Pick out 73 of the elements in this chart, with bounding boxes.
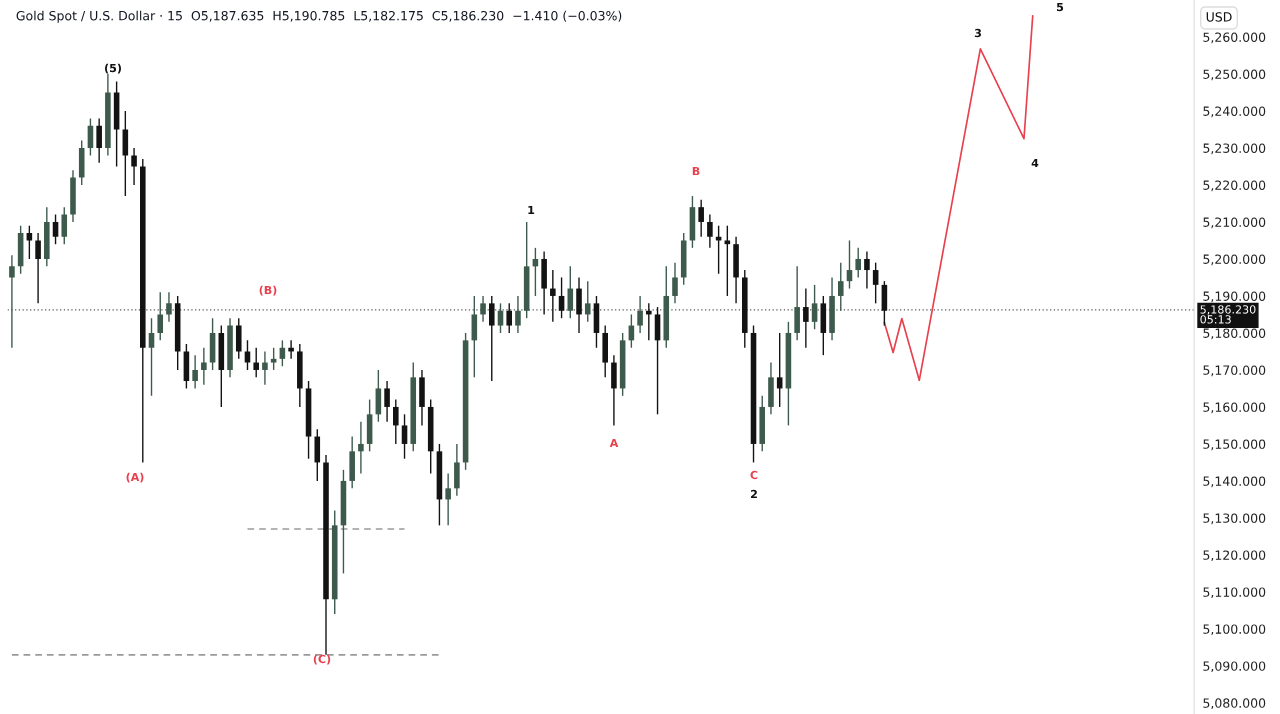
y-tick-label: 5,220.000	[1203, 180, 1266, 192]
y-tick-label: 5,190.000	[1203, 291, 1266, 303]
y-tick-label: 5,260.000	[1203, 32, 1266, 44]
y-tick-label: 5,130.000	[1203, 513, 1266, 525]
candlestick	[253, 347, 259, 379]
annotation: (A)	[126, 472, 144, 483]
candlestick	[393, 398, 399, 445]
annotation: (B)	[259, 285, 277, 296]
candlestick	[244, 339, 251, 371]
candlestick	[698, 199, 704, 238]
candlestick	[550, 269, 556, 323]
y-tick-label: 5,180.000	[1203, 328, 1266, 340]
candlestick	[131, 147, 137, 186]
annotation: 2	[751, 489, 757, 499]
candlestick	[157, 291, 164, 342]
annotation: 5	[1056, 2, 1064, 12]
annotation: 3	[974, 28, 981, 38]
candlestick	[488, 295, 495, 382]
y-tick-label: 5,240.000	[1203, 106, 1266, 118]
y-tick-label: 5,140.000	[1203, 476, 1266, 488]
text: USD	[1206, 12, 1232, 22]
candlestick	[61, 206, 68, 245]
candlestick	[811, 284, 818, 330]
candlestick	[558, 276, 565, 319]
candlestick	[148, 317, 155, 397]
candlestick	[35, 232, 41, 305]
ref-line-label: 5,186.230 05:13	[1200, 305, 1256, 324]
candlestick	[270, 347, 277, 371]
candlestick	[672, 261, 678, 305]
text: Gold Spot / U.S. Dollar · 15 O5,187.635 H5,190.785 L5,182.175 C5,186.230 −1.410 (−0.03%)	[16, 10, 622, 23]
y-tick-label: 5,200.000	[1203, 254, 1266, 266]
candlestick	[506, 302, 513, 334]
annotation: B	[692, 166, 700, 176]
candlestick	[803, 287, 809, 349]
candlestick	[52, 213, 59, 245]
y-tick-label: 5,210.000	[1203, 217, 1266, 229]
candlestick	[262, 350, 268, 386]
candlestick	[9, 254, 15, 349]
y-tick-label: 5,170.000	[1203, 365, 1266, 377]
y-tick-label: 5,150.000	[1203, 439, 1266, 451]
candlestick	[401, 413, 408, 460]
candlestick	[384, 380, 390, 423]
candlestick	[584, 280, 591, 323]
annotation: (C)	[313, 654, 331, 665]
candlestick	[515, 295, 521, 334]
candlestick	[637, 295, 643, 334]
annotation: A	[609, 438, 619, 448]
y-tick-label: 5,160.000	[1203, 402, 1266, 414]
candlestick	[96, 117, 102, 164]
candlestick	[864, 250, 870, 290]
candlestick	[166, 291, 172, 323]
y-tick-label: 5,230.000	[1203, 143, 1266, 155]
y-tick-label: 5,090.000	[1203, 661, 1266, 673]
candlestick	[445, 472, 451, 527]
annotation: (5)	[105, 63, 121, 74]
y-tick-label: 5,110.000	[1203, 587, 1266, 599]
annotation: 4	[1031, 158, 1039, 168]
candlestick	[201, 347, 207, 386]
candlestick	[358, 421, 364, 475]
candlestick	[192, 354, 198, 390]
y-tick-label: 5,100.000	[1203, 624, 1266, 636]
candlestick	[707, 213, 713, 249]
annotation: 1	[528, 205, 535, 215]
annotation: C	[750, 470, 758, 480]
candlestick	[724, 224, 731, 297]
candlestick	[837, 261, 844, 312]
y-tick-label: 5,250.000	[1203, 69, 1266, 81]
candlestick	[855, 247, 861, 279]
candlestick	[497, 302, 504, 334]
candlestick	[480, 295, 486, 323]
y-tick-label: 5,080.000	[1203, 698, 1266, 710]
y-tick-label: 5,120.000	[1203, 550, 1266, 562]
candlestick	[872, 261, 879, 305]
